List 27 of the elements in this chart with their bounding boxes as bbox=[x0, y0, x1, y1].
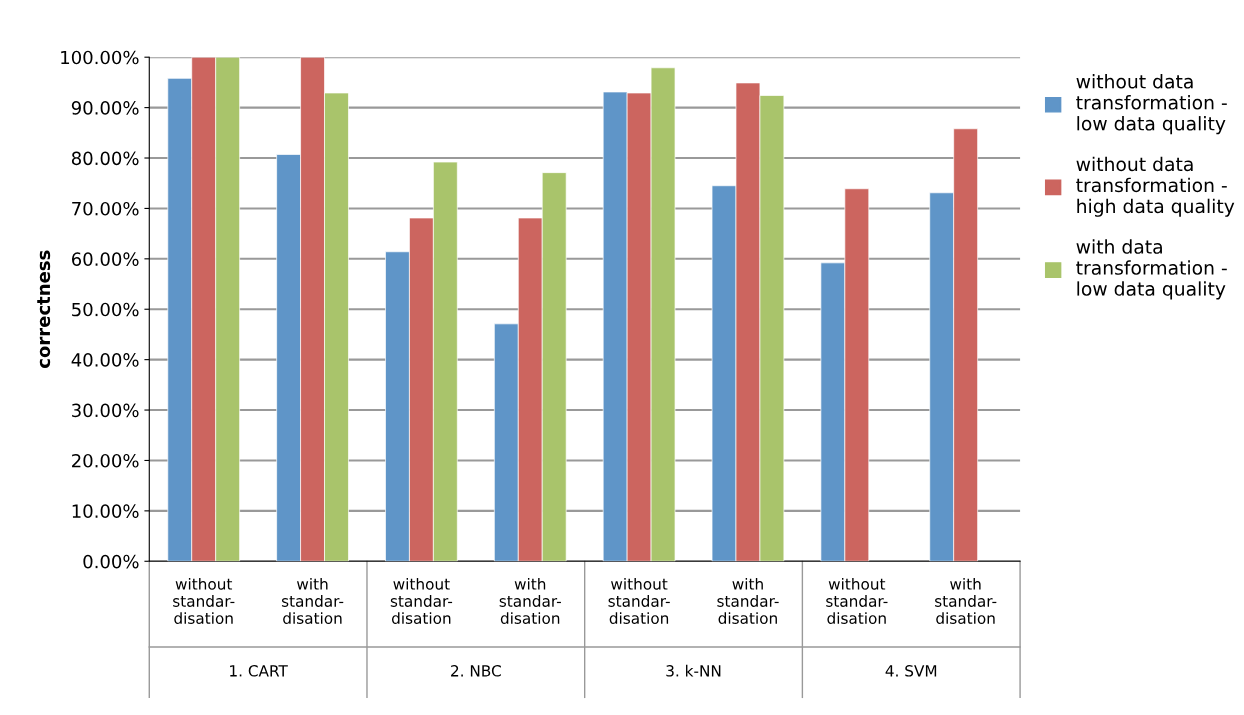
legend-label: without data transformation - high data quality bbox=[1076, 156, 1235, 217]
y-tick-label: 40.00% bbox=[71, 353, 139, 367]
y-tick-label: 20.00% bbox=[72, 453, 139, 468]
y-tick-label: 70.00% bbox=[72, 201, 139, 216]
y-tick-label: 0.00% bbox=[83, 554, 139, 569]
x-tick-label: with standar- disation bbox=[281, 577, 344, 624]
x-tick-label: without standar- disation bbox=[608, 577, 670, 624]
x-tick-label: with standar- disation bbox=[499, 577, 561, 624]
x-tick-label: without standar- disation bbox=[390, 577, 453, 624]
y-tick-label: 90.00% bbox=[71, 101, 139, 115]
y-tick-label: 50.00% bbox=[72, 302, 139, 317]
y-tick-label: 10.00% bbox=[72, 504, 139, 518]
x-tick-label: with standar- disation bbox=[717, 577, 779, 624]
x-tick-label: without standar- disation bbox=[826, 577, 888, 624]
y-tick-label: 30.00% bbox=[72, 403, 139, 418]
legend-label: without data transformation - low data quality bbox=[1076, 74, 1227, 135]
legend-label: with data transformation - low data quality bbox=[1076, 239, 1227, 300]
text: 2. NBC bbox=[451, 665, 501, 677]
x-tick-label: with standar- disation bbox=[935, 577, 997, 624]
y-tick-label: 100.00% bbox=[61, 50, 139, 65]
y-tick-label: 60.00% bbox=[71, 252, 139, 266]
y-axis-title: correctness bbox=[37, 250, 51, 369]
text: 4. SVM bbox=[885, 665, 937, 677]
x-tick-label: without standar- disation bbox=[173, 577, 235, 624]
y-tick-label: 80.00% bbox=[71, 151, 139, 166]
text: 1. CART bbox=[230, 665, 288, 677]
text: 3. k-NN bbox=[666, 664, 721, 677]
